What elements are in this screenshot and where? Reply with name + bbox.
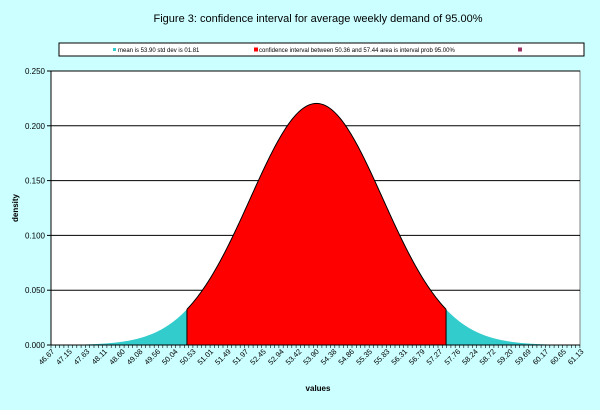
x-tick-label: 50.04 [160,347,180,367]
x-tick-label: 57.27 [425,347,445,367]
x-tick-label: 59.69 [513,347,533,367]
x-tick-label: 59.20 [495,347,515,367]
x-tick-label: 48.60 [107,347,127,367]
x-tick-label: 57.76 [443,347,463,367]
legend-label-normal: mean is 53.90 std dev is 01.81 [118,48,200,54]
y-tick-label: 0.100 [25,231,46,240]
confidence-interval-area [186,103,447,346]
x-tick-label: 51.49 [213,347,233,367]
y-tick-label: 0.000 [25,341,46,350]
x-tick-label: 49.08 [125,347,145,367]
x-tick-label: 47.63 [72,347,92,367]
x-tick-label: 50.53 [178,347,198,367]
x-tick-label: 55.83 [372,347,392,367]
x-tick-label: 61.13 [566,347,586,367]
x-tick-label: 58.72 [478,347,498,367]
x-tick-label: 55.35 [354,347,374,367]
x-tick-label: 49.56 [142,347,162,367]
density-curve [186,102,447,310]
x-tick-label: 58.24 [460,347,480,367]
x-tick-label: 56.79 [407,347,427,367]
y-tick-label: 0.200 [25,122,46,131]
legend-label-interval: confidence interval between 50.36 and 57… [259,48,455,54]
y-tick-label: 0.250 [25,67,46,76]
x-tick-label: 48.11 [90,347,109,366]
x-axis-label: values [306,384,331,393]
x-tick-label: 51.01 [195,347,215,367]
x-tick-label: 52.94 [266,347,286,367]
y-axis-label: density [11,193,20,222]
right-tail-area [446,309,580,345]
y-tick-label: 0.050 [25,286,46,295]
legend-swatch-normal [113,48,116,51]
x-tick-label: 60.17 [531,347,551,367]
legend-swatch-interval [254,47,258,52]
x-tick-label: 47.15 [54,347,74,367]
x-tick-label: 54.38 [319,347,339,367]
x-tick-label: 56.31 [389,347,409,367]
y-tick-label: 0.150 [25,177,46,186]
legend: mean is 53.90 std dev is 01.81 confidenc… [58,42,585,57]
x-tick-label: 51.97 [231,347,251,367]
x-tick-label: 52.45 [248,347,268,367]
x-tick-label: 53.90 [301,347,321,367]
x-tick-label: 54.86 [336,347,356,367]
left-tail-area [51,309,187,345]
x-tick-label: 60.65 [548,347,568,367]
legend-box [58,42,585,57]
x-tick-label: 53.42 [284,347,304,367]
legend-swatch-marker [518,47,522,52]
chart-title: Figure 3: confidence interval for averag… [154,13,483,25]
